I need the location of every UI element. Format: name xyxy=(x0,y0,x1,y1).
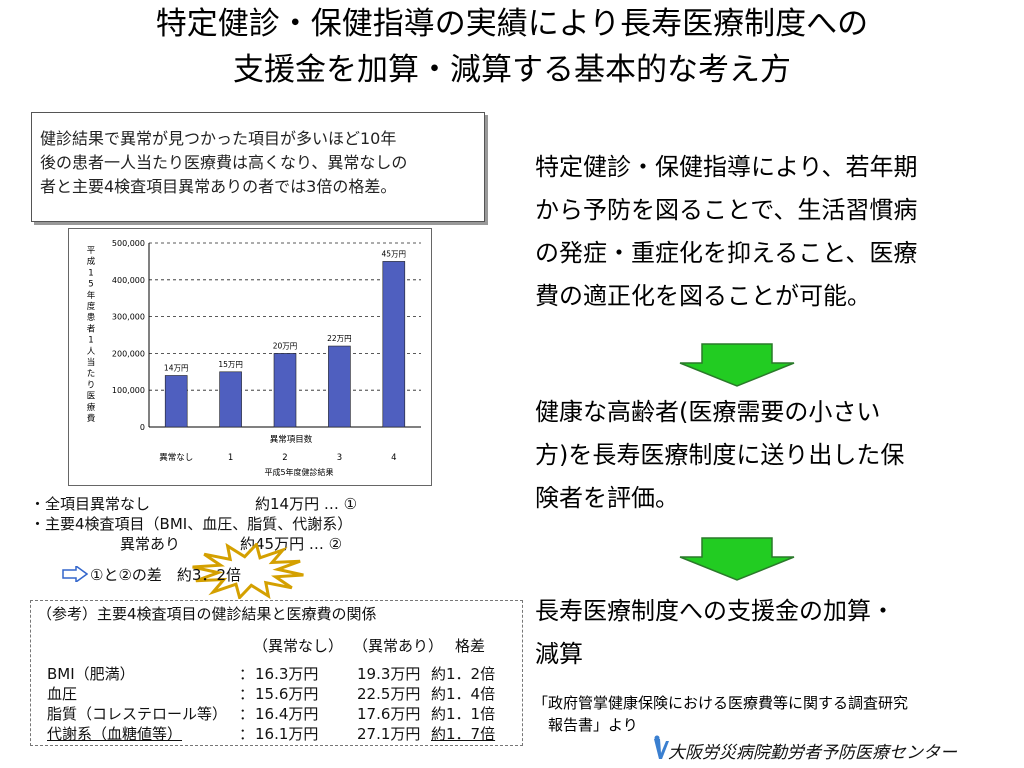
table-row-item: 代謝系（血糖値等） xyxy=(47,725,183,743)
table-row-item: 脂質（コレステロール等） xyxy=(47,705,228,723)
difference-text: ①と②の差 約3．2倍 xyxy=(90,566,241,584)
y-axis-label-char: 医 xyxy=(87,392,96,402)
x-tick-label: 2 xyxy=(282,453,287,463)
text-line: 特定健診・保健指導により、若年期 xyxy=(535,153,918,181)
text-line: の発症・重症化を抑えること、医療 xyxy=(535,239,918,267)
y-axis-label-char: 療 xyxy=(87,402,96,413)
x-tick-label: 4 xyxy=(391,453,396,463)
summary-box: 健診結果で異常が見つかった項目が多いほど10年 後の患者一人当たり医療費は高くな… xyxy=(31,112,485,222)
table-row-abnormal: 27.1万円 xyxy=(357,725,421,743)
table-row-ratio: 約1．4倍 xyxy=(431,685,496,703)
text-line: 健康な高齢者(医療需要の小さい xyxy=(535,398,881,426)
data-label: 22万円 xyxy=(327,334,352,343)
text-line: 減算 xyxy=(535,640,583,668)
y-axis-label-char: 費 xyxy=(87,413,96,424)
y-axis-label-char: 人 xyxy=(87,347,96,357)
reference-table: （参考）主要4検査項目の健診結果と医療費の関係 （異常なし） （異常あり） 格差… xyxy=(30,600,523,746)
y-tick-label: 200,000 xyxy=(112,349,145,358)
y-axis-label-char: 平 xyxy=(87,246,96,256)
table-row-ratio: 約1．2倍 xyxy=(431,665,496,683)
data-label: 45万円 xyxy=(382,249,407,258)
x-tick-label: 異常なし xyxy=(159,452,193,463)
text-line: 方)を長寿医療制度に送り出した保 xyxy=(535,441,905,469)
y-axis-label-char: 5 xyxy=(88,280,93,290)
y-axis-label-char: 者 xyxy=(87,324,96,334)
data-label: 14万円 xyxy=(164,363,189,372)
column-header-abnormal: （異常あり） xyxy=(353,637,444,655)
y-axis-label-char: 1 xyxy=(88,336,93,346)
table-row-ratio: 約1．7倍 xyxy=(431,725,496,743)
down-arrow-icon xyxy=(679,537,795,581)
column-header-normal: （異常なし） xyxy=(253,637,344,655)
y-tick-label: 500,000 xyxy=(112,239,145,248)
summary-line: 後の患者一人当たり医療費は高くなり、異常なしの xyxy=(40,153,408,172)
right-paragraph-2: 健康な高齢者(医療需要の小さい 方)を長寿医療制度に送り出した保 険者を評価。 xyxy=(535,391,1005,520)
bar-chart: 平成15年度患者1人当たり医療費0100,000200,000300,00040… xyxy=(87,239,421,477)
bullet-four-items: ・主要4検査項目（BMI、血圧、脂質、代謝系） xyxy=(30,515,353,533)
table-row-item: BMI（肥満） xyxy=(47,665,135,683)
table-row-normal: 16.3万円 xyxy=(255,665,319,683)
table-row-sep: ： xyxy=(239,705,255,723)
table-row-abnormal: 19.3万円 xyxy=(357,665,421,683)
y-axis-label-char: 成 xyxy=(87,256,96,267)
y-axis-label-char: 当 xyxy=(87,357,96,368)
text-line: 険者を評価。 xyxy=(535,484,679,512)
text-line: 長寿医療制度への支援金の加算・ xyxy=(535,597,895,625)
reference-heading: （参考）主要4検査項目の健診結果と医療費の関係 xyxy=(37,605,377,623)
y-axis-label-char: り xyxy=(87,380,96,390)
table-row-normal: 15.6万円 xyxy=(255,685,319,703)
column-header-ratio: 格差 xyxy=(455,637,486,655)
table-row-abnormal: 17.6万円 xyxy=(357,705,421,723)
y-axis-label-char: 患 xyxy=(87,312,96,323)
table-row-abnormal: 22.5万円 xyxy=(357,685,421,703)
bar xyxy=(219,371,242,428)
x-axis-note: 平成5年度健診結果 xyxy=(264,467,333,477)
text-line: から予防を図ることで、生活習慣病 xyxy=(535,196,918,224)
bar xyxy=(382,261,406,428)
y-tick-label: 0 xyxy=(140,423,145,432)
bar xyxy=(328,345,351,428)
organization-name: 大阪労災病院勤労者予防医療センター xyxy=(668,743,957,763)
summary-line: 者と主要4検査項目異常ありの者では3倍の格差。 xyxy=(40,177,397,196)
table-row-item: 血圧 xyxy=(47,685,78,703)
bar xyxy=(273,353,297,428)
x-tick-label: 3 xyxy=(337,453,342,463)
y-tick-label: 400,000 xyxy=(112,276,145,285)
down-arrow-icon xyxy=(679,343,795,387)
table-row-ratio: 約1．1倍 xyxy=(431,705,496,723)
data-label: 20万円 xyxy=(273,341,298,350)
bar xyxy=(164,375,188,428)
footnote-line: 「政府管掌健康保険における医療費等に関する調査研究 xyxy=(533,694,909,712)
y-tick-label: 300,000 xyxy=(112,313,145,322)
chart-frame: 平成 1 5 年度患者 1 人当たり医療費 0 100,000 200,000 300,000 40… xyxy=(68,228,432,486)
y-axis-label-char: 年 xyxy=(87,290,96,301)
page-title-line2: 支援金を加算・減算する基本的な考え方 xyxy=(233,52,791,88)
y-axis-label-char: た xyxy=(87,369,96,379)
right-paragraph-3: 長寿医療制度への支援金の加算・ 減算 xyxy=(535,590,1005,676)
text-line: 費の適正化を図ることが可能。 xyxy=(535,282,871,310)
starburst-icon xyxy=(192,543,304,599)
x-tick-label: 1 xyxy=(228,453,233,463)
table-row-sep: ： xyxy=(239,685,255,703)
summary-line: 健診結果で異常が見つかった項目が多いほど10年 xyxy=(40,129,397,148)
table-row-sep: ： xyxy=(239,665,255,683)
table-row-normal: 16.4万円 xyxy=(255,705,319,723)
footnote-line: 報告書」より xyxy=(533,716,638,734)
page-title-line1: 特定健診・保健指導の実績により長寿医療制度への xyxy=(155,6,869,42)
right-paragraph-1: 特定健診・保健指導により、若年期 から予防を図ることで、生活習慣病 の発症・重症… xyxy=(535,146,1005,318)
source-footnote: 「政府管掌健康保険における医療費等に関する調査研究 報告書」より xyxy=(533,692,1013,736)
y-axis-label-char: 1 xyxy=(88,268,93,278)
y-axis-label-char: 度 xyxy=(87,301,96,312)
organization-logo-icon xyxy=(654,735,669,759)
bullet-all-normal: ・全項目異常なし 約14万円 … ① xyxy=(30,495,358,513)
y-tick-label: 100,000 xyxy=(112,386,145,395)
x-axis-label: 異常項目数 xyxy=(270,434,313,445)
data-label: 15万円 xyxy=(218,360,243,369)
table-row-normal: 16.1万円 xyxy=(255,725,319,743)
pointer-arrow-icon xyxy=(62,566,88,582)
table-row-sep: ： xyxy=(239,725,255,743)
